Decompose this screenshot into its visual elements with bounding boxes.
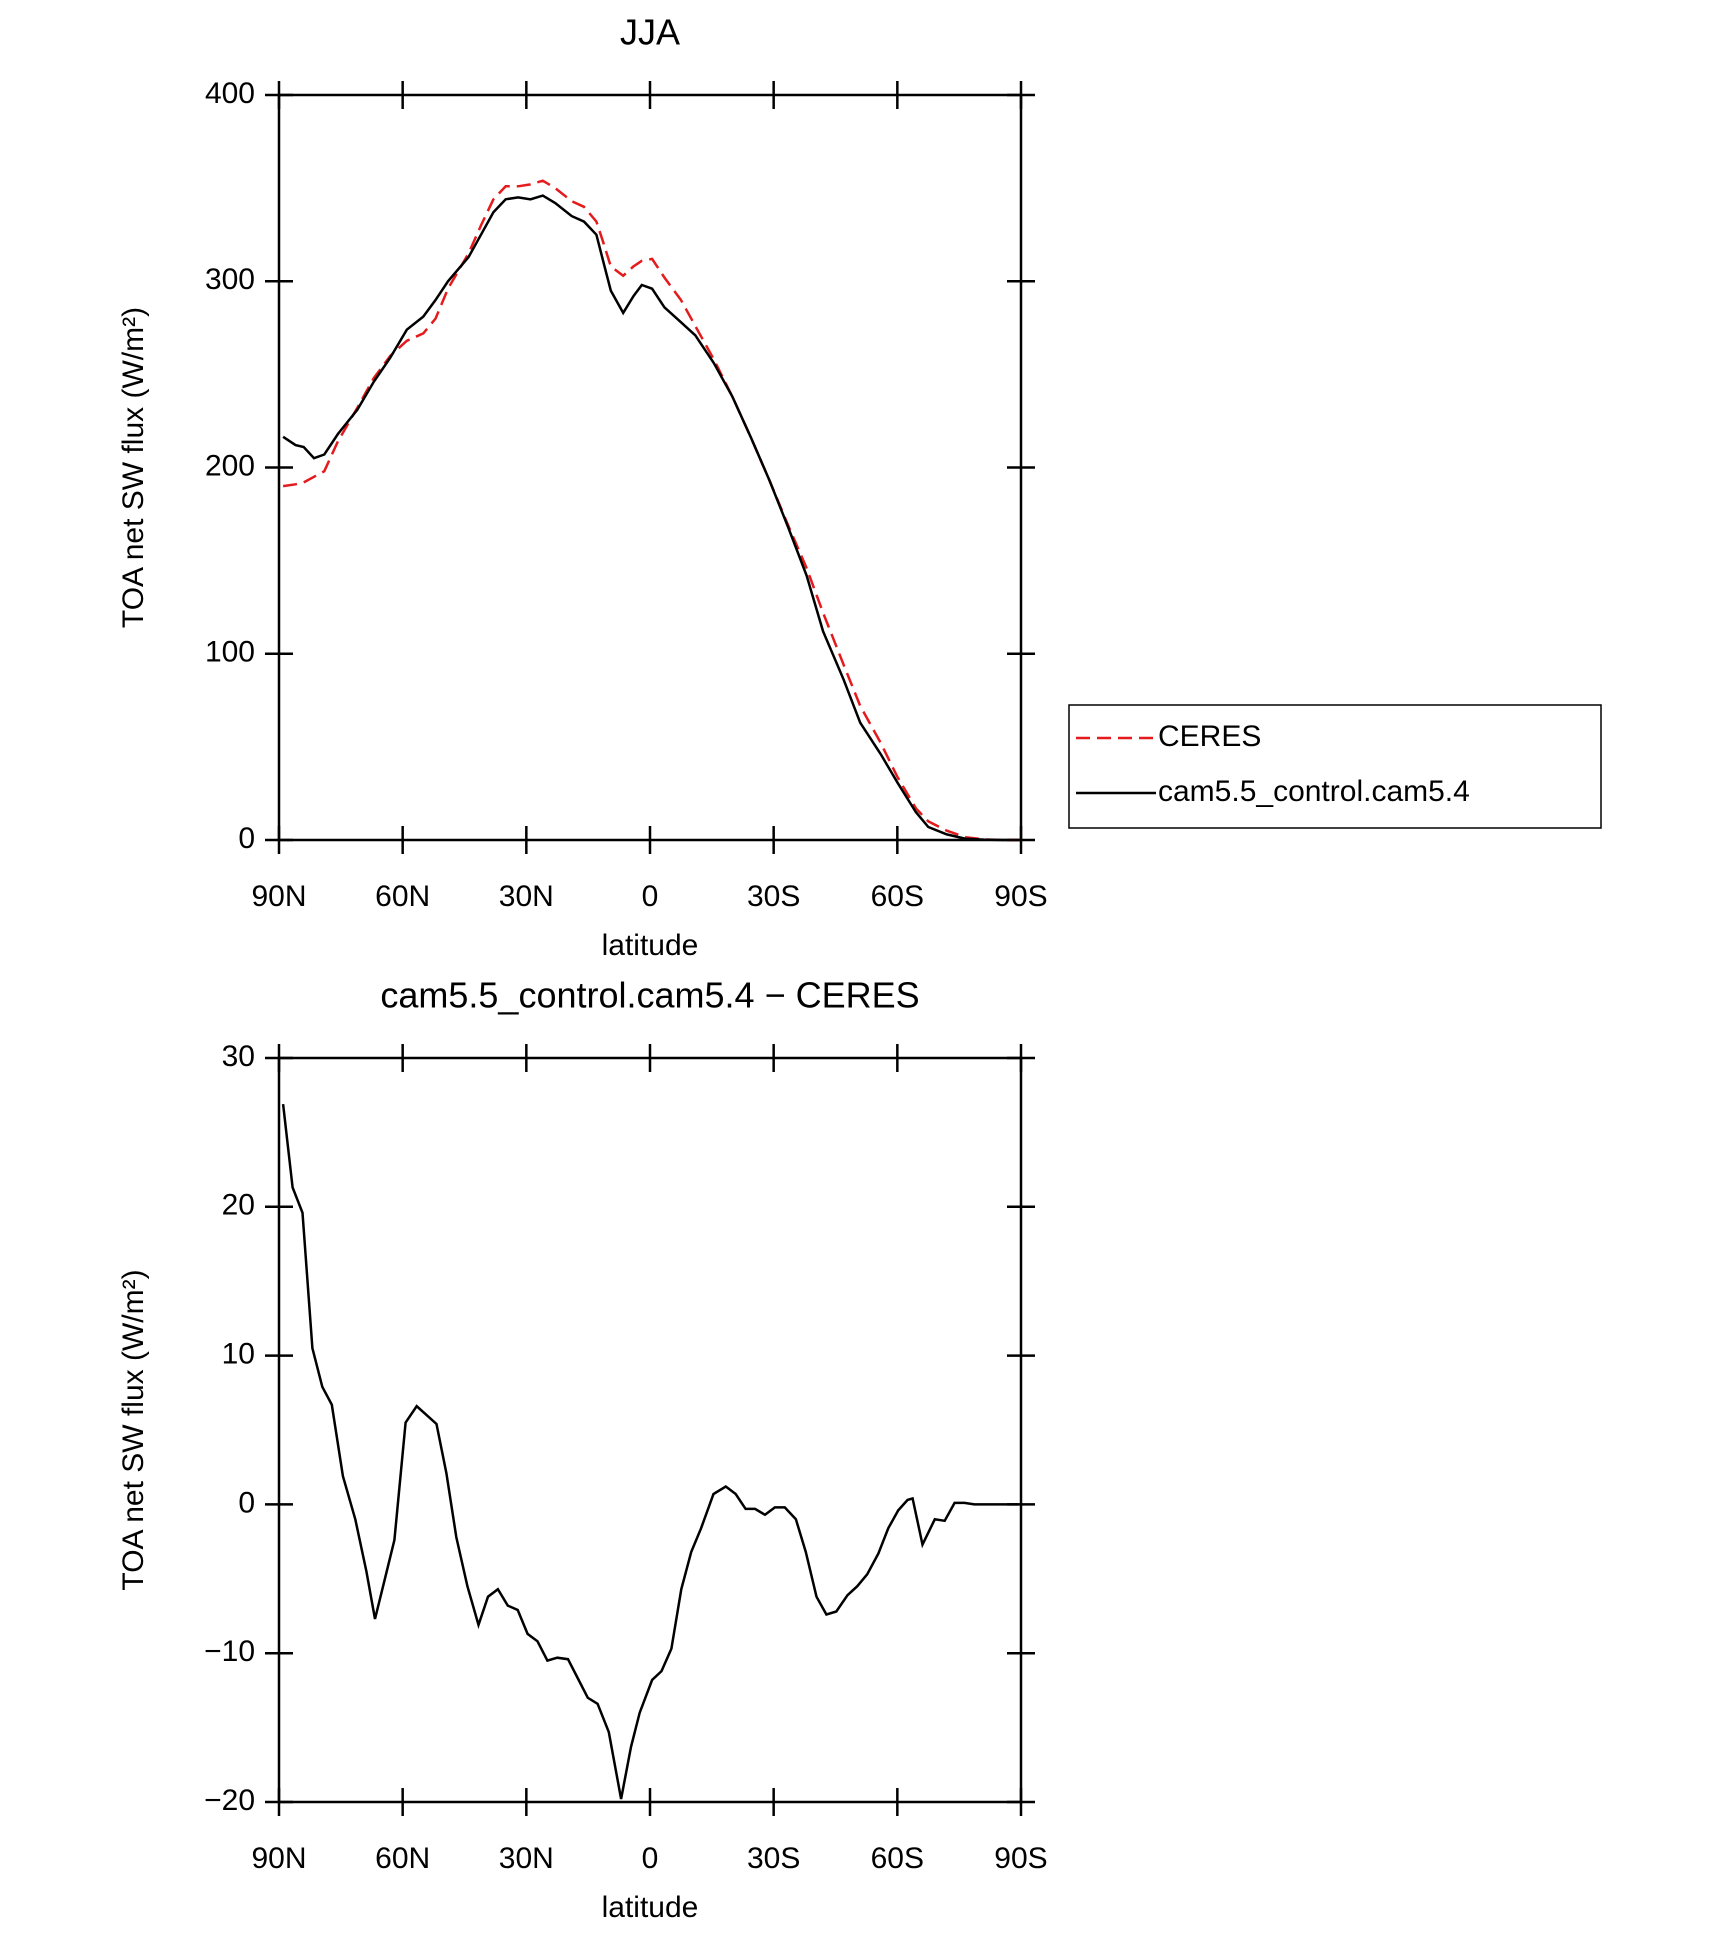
x-tick-label: 60S [871, 880, 924, 913]
y-tick-label: 400 [205, 77, 255, 110]
data-line [282, 179, 1019, 842]
y-tick-label: −20 [204, 1784, 255, 1817]
y-axis-label: TOA net SW flux (W/m²) [117, 307, 150, 628]
x-axis-label: latitude [602, 1891, 699, 1924]
x-tick-label: 90N [251, 1842, 306, 1875]
x-tick-label: 30S [747, 1842, 800, 1875]
y-tick-label: 30 [222, 1040, 255, 1073]
legend-box [1068, 704, 1602, 829]
y-tick-label: −10 [204, 1635, 255, 1668]
x-tick-label: 90S [994, 880, 1047, 913]
chart-title: cam5.5_control.cam5.4 − CERES [380, 975, 919, 1016]
x-tick-label: 0 [642, 880, 659, 913]
legend-label: CERES [1158, 720, 1261, 753]
x-tick-label: 0 [642, 1842, 659, 1875]
data-line [281, 1103, 1019, 1800]
y-tick-label: 20 [222, 1189, 255, 1222]
y-axis-label: TOA net SW flux (W/m²) [117, 1269, 150, 1590]
x-tick-label: 60N [375, 880, 430, 913]
chart-title: JJA [620, 12, 680, 53]
plot-frame [277, 1056, 1023, 1804]
x-tick-label: 30N [499, 1842, 554, 1875]
x-tick-label: 60S [871, 1842, 924, 1875]
legend-label: cam5.5_control.cam5.4 [1158, 775, 1470, 808]
y-tick-label: 300 [205, 263, 255, 296]
x-tick-label: 90S [994, 1842, 1047, 1875]
x-tick-label: 60N [375, 1842, 430, 1875]
y-tick-label: 0 [238, 1486, 255, 1519]
y-tick-label: 200 [205, 449, 255, 482]
y-tick-label: 0 [238, 822, 255, 855]
x-tick-label: 30N [499, 880, 554, 913]
plot-frame [277, 93, 1023, 842]
y-tick-label: 10 [222, 1338, 255, 1371]
x-axis-label: latitude [602, 929, 699, 962]
y-tick-label: 100 [205, 636, 255, 669]
data-line [282, 194, 1019, 842]
x-tick-label: 90N [251, 880, 306, 913]
x-tick-label: 30S [747, 880, 800, 913]
